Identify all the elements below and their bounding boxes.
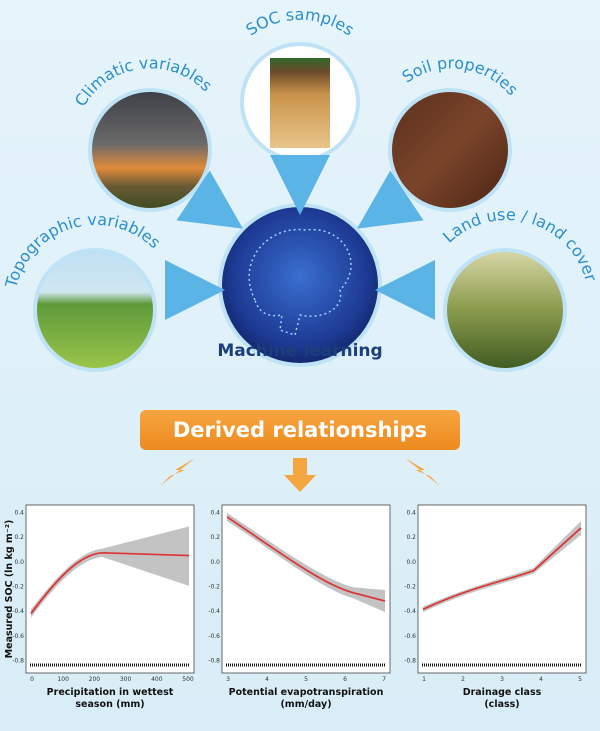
x-axis-label: (mm/day) bbox=[280, 699, 331, 710]
fit-line bbox=[30, 551, 190, 614]
fit-line bbox=[422, 527, 582, 611]
y-tick-label: -0.8 bbox=[12, 658, 24, 665]
banner-arrows bbox=[130, 458, 470, 492]
y-axis-label: Measured SOC (ln kg m⁻²) bbox=[4, 520, 15, 659]
x-tick-label: 400 bbox=[151, 676, 163, 683]
y-tick-label: -0.4 bbox=[404, 608, 416, 615]
y-tick-label: 0.4 bbox=[406, 510, 416, 517]
y-tick-label: -0.8 bbox=[208, 658, 220, 665]
x-axis-label: season (mm) bbox=[75, 699, 144, 710]
y-tick-label: -0.2 bbox=[404, 584, 416, 591]
curve bbox=[30, 526, 190, 618]
banner-text: Derived relationships bbox=[173, 418, 427, 442]
x-tick-label: 200 bbox=[89, 676, 101, 683]
panels: 0 100 200 300 400 500 0.4 0.2 0.0 -0.2 -0.4 -0.6 -0.… bbox=[4, 504, 587, 710]
plot-frame bbox=[417, 504, 587, 674]
banner bbox=[140, 410, 460, 450]
x-tick-label: 6 bbox=[343, 676, 347, 683]
y-tick-label: -0.6 bbox=[208, 633, 220, 640]
soil-image bbox=[388, 88, 512, 212]
y-tick-label: 0.2 bbox=[210, 534, 220, 541]
curve bbox=[226, 512, 386, 613]
fit-line bbox=[226, 516, 386, 602]
soil-core bbox=[270, 58, 330, 148]
x-tick-label: 5 bbox=[578, 676, 582, 683]
x-tick-label: 0 bbox=[30, 676, 34, 683]
x-tick-label: 4 bbox=[265, 676, 269, 683]
x-tick-label: 5 bbox=[304, 676, 308, 683]
center-label: Machine learning bbox=[217, 341, 382, 361]
x-tick-label: 2 bbox=[461, 676, 465, 683]
y-tick-label: -0.6 bbox=[12, 633, 24, 640]
x-tick-label: 100 bbox=[57, 676, 69, 683]
curve bbox=[422, 521, 582, 613]
y-tick-label: 0.0 bbox=[406, 559, 416, 566]
y-tick-label: 0.0 bbox=[210, 559, 220, 566]
x-tick-label: 4 bbox=[539, 676, 543, 683]
confidence-band bbox=[227, 512, 385, 613]
x-axis-label: Drainage class bbox=[463, 687, 542, 698]
x-axis-label: (class) bbox=[484, 699, 519, 710]
y-tick-label: -0.6 bbox=[404, 633, 416, 640]
y-tick-label: 0.4 bbox=[210, 510, 220, 517]
x-tick-label: 1 bbox=[422, 676, 426, 683]
x-tick-label: 7 bbox=[382, 676, 386, 683]
brain-outline bbox=[248, 228, 352, 336]
y-tick-label: 0.2 bbox=[14, 534, 24, 541]
y-tick-label: -0.2 bbox=[12, 584, 24, 591]
arrows bbox=[165, 155, 435, 320]
x-axis-label: Precipitation in wettest bbox=[47, 687, 174, 698]
y-tick-label: -0.4 bbox=[12, 608, 24, 615]
y-tick-label: -0.2 bbox=[208, 584, 220, 591]
x-tick-label: 300 bbox=[120, 676, 132, 683]
y-tick-label: 0.0 bbox=[14, 559, 24, 566]
y-tick-label: -0.4 bbox=[208, 608, 220, 615]
x-axis-label: Potential evapotranspiration bbox=[229, 687, 384, 698]
climate-image bbox=[88, 88, 212, 212]
confidence-band bbox=[31, 526, 189, 618]
y-tick-label: -0.8 bbox=[404, 658, 416, 665]
x-tick-label: 500 bbox=[182, 676, 194, 683]
x-tick-label: 3 bbox=[226, 676, 230, 683]
topography-image bbox=[33, 248, 157, 372]
x-tick-label: 3 bbox=[500, 676, 504, 683]
landuse-image bbox=[443, 248, 567, 372]
y-tick-label: 0.2 bbox=[406, 534, 416, 541]
y-tick-label: 0.4 bbox=[14, 510, 24, 517]
